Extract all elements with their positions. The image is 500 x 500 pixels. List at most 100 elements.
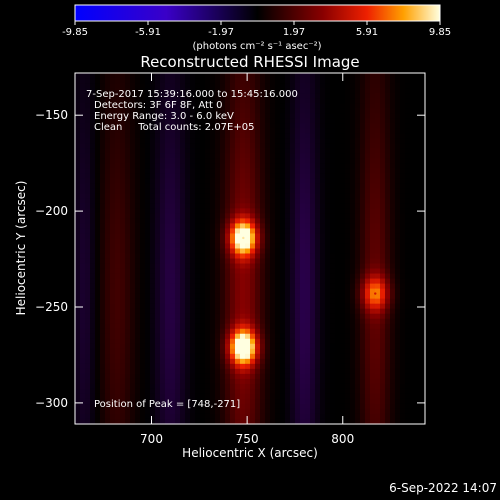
heatmap-cell xyxy=(390,243,396,250)
heatmap-cell xyxy=(410,223,416,230)
heatmap-cell xyxy=(370,308,376,315)
heatmap-cell xyxy=(255,183,261,189)
heatmap-cell xyxy=(320,403,326,410)
heatmap-cell xyxy=(370,368,376,375)
heatmap-cell xyxy=(180,418,186,425)
heatmap-cell xyxy=(115,138,121,144)
heatmap-cell xyxy=(215,78,221,84)
heatmap-cell xyxy=(305,88,311,94)
heatmap-cell xyxy=(75,228,81,235)
heatmap-cell xyxy=(215,93,221,99)
heatmap-cell xyxy=(135,323,141,330)
heatmap-cell xyxy=(105,138,111,144)
heatmap-cell xyxy=(340,318,346,325)
heatmap-cell xyxy=(270,218,276,225)
heatmap-cell xyxy=(330,238,336,245)
heatmap-cell xyxy=(415,273,421,280)
heatmap-cell xyxy=(260,278,266,285)
heatmap-cell xyxy=(110,373,116,380)
heatmap-cell xyxy=(285,208,291,214)
heatmap-cell xyxy=(200,388,206,395)
heatmap-cell xyxy=(240,283,246,290)
heatmap-cell xyxy=(275,228,281,235)
heatmap-cell xyxy=(390,333,396,340)
heatmap-cell xyxy=(280,108,286,114)
heatmap-cell xyxy=(230,208,236,214)
heatmap-cell xyxy=(105,413,111,420)
heatmap-cell xyxy=(365,288,371,295)
heatmap-cell xyxy=(350,348,356,355)
heatmap-cell xyxy=(360,293,366,300)
heatmap-cell xyxy=(250,213,256,220)
heatmap-cell xyxy=(265,378,271,385)
heatmap-cell xyxy=(390,168,396,174)
heatmap-cell xyxy=(105,338,111,345)
heatmap-cell xyxy=(315,333,321,340)
heatmap-cell xyxy=(90,333,96,340)
heatmap-cell xyxy=(315,108,321,114)
heatmap-cell xyxy=(320,308,326,315)
heatmap-cell xyxy=(260,83,266,89)
heatmap-cell xyxy=(395,243,401,250)
heatmap-cell xyxy=(265,188,271,194)
heatmap-cell xyxy=(230,338,236,345)
heatmap-cell xyxy=(175,208,181,214)
heatmap-cell xyxy=(160,108,166,114)
heatmap-cell xyxy=(80,113,86,119)
heatmap-cell xyxy=(145,83,151,89)
heatmap-cell xyxy=(345,203,351,209)
heatmap-cell xyxy=(375,178,381,184)
heatmap-cell xyxy=(355,183,361,189)
heatmap-cell xyxy=(195,338,201,345)
heatmap-cell xyxy=(120,268,126,275)
heatmap-cell xyxy=(285,353,291,360)
heatmap-cell xyxy=(245,398,251,405)
heatmap-cell xyxy=(80,333,86,340)
heatmap-cell xyxy=(235,373,241,380)
heatmap-cell xyxy=(245,98,251,104)
heatmap-cell xyxy=(130,253,136,260)
heatmap-cell xyxy=(145,338,151,345)
heatmap-cell xyxy=(75,73,81,79)
heatmap-cell xyxy=(110,353,116,360)
heatmap-cell xyxy=(110,193,116,199)
heatmap-cell xyxy=(310,148,316,154)
heatmap-cell xyxy=(330,273,336,280)
heatmap-cell xyxy=(180,83,186,89)
heatmap-cell xyxy=(355,383,361,390)
heatmap-cell xyxy=(175,408,181,415)
heatmap-cell xyxy=(320,283,326,290)
heatmap-cell xyxy=(285,328,291,335)
heatmap-cell xyxy=(315,128,321,134)
heatmap-cell xyxy=(230,118,236,124)
heatmap-cell xyxy=(260,128,266,134)
heatmap-cell xyxy=(95,318,101,325)
heatmap-cell xyxy=(305,268,311,275)
heatmap-cell xyxy=(260,228,266,235)
heatmap-cell xyxy=(220,343,226,350)
heatmap-cell xyxy=(330,193,336,199)
heatmap-cell xyxy=(270,393,276,400)
heatmap-cell xyxy=(390,228,396,235)
heatmap-cell xyxy=(275,273,281,280)
heatmap-cell xyxy=(320,398,326,405)
heatmap-cell xyxy=(205,113,211,119)
heatmap-cell xyxy=(395,133,401,139)
heatmap-cell xyxy=(420,93,426,99)
heatmap-cell xyxy=(160,388,166,395)
heatmap-cell xyxy=(325,178,331,184)
heatmap-cell xyxy=(210,368,216,375)
heatmap-cell xyxy=(320,128,326,134)
heatmap-cell xyxy=(205,143,211,149)
heatmap-cell xyxy=(115,83,121,89)
heatmap-cell xyxy=(380,418,386,425)
heatmap-cell xyxy=(385,128,391,134)
heatmap-cell xyxy=(345,133,351,139)
heatmap-cell xyxy=(100,143,106,149)
heatmap-cell xyxy=(270,143,276,149)
heatmap-cell xyxy=(275,303,281,310)
heatmap-cell xyxy=(165,143,171,149)
heatmap-cell xyxy=(150,183,156,189)
heatmap-cell xyxy=(85,368,91,375)
heatmap-cell xyxy=(215,108,221,114)
